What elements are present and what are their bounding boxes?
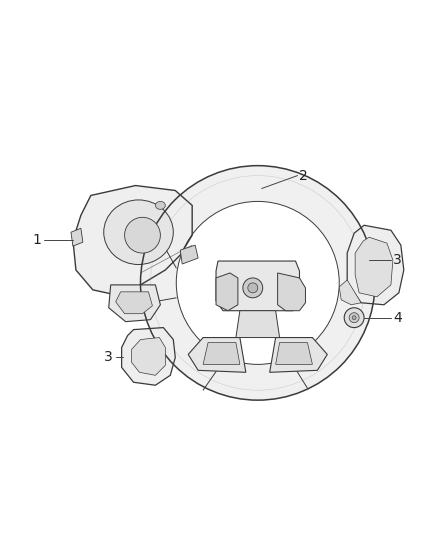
Polygon shape [203, 343, 240, 365]
Text: 3: 3 [393, 253, 402, 267]
Polygon shape [188, 337, 246, 373]
Polygon shape [216, 261, 300, 311]
Ellipse shape [104, 200, 173, 264]
Polygon shape [355, 237, 393, 297]
Polygon shape [73, 185, 192, 295]
Polygon shape [339, 280, 361, 305]
Ellipse shape [155, 201, 165, 209]
Text: 2: 2 [300, 168, 308, 183]
Polygon shape [109, 285, 160, 321]
Polygon shape [347, 225, 404, 305]
Polygon shape [236, 311, 279, 337]
Circle shape [352, 316, 356, 320]
Polygon shape [131, 337, 165, 375]
Text: 1: 1 [32, 233, 41, 247]
Polygon shape [180, 245, 198, 264]
Polygon shape [141, 166, 375, 400]
Circle shape [344, 308, 364, 328]
Circle shape [243, 278, 263, 298]
Polygon shape [276, 343, 312, 365]
Polygon shape [278, 273, 305, 311]
Circle shape [124, 217, 160, 253]
Polygon shape [216, 273, 238, 311]
Polygon shape [71, 228, 83, 246]
Polygon shape [270, 337, 327, 373]
Text: 3: 3 [104, 350, 113, 365]
Polygon shape [116, 292, 152, 314]
Circle shape [248, 283, 258, 293]
Circle shape [349, 313, 359, 322]
Text: 4: 4 [393, 311, 402, 325]
Polygon shape [122, 328, 175, 385]
